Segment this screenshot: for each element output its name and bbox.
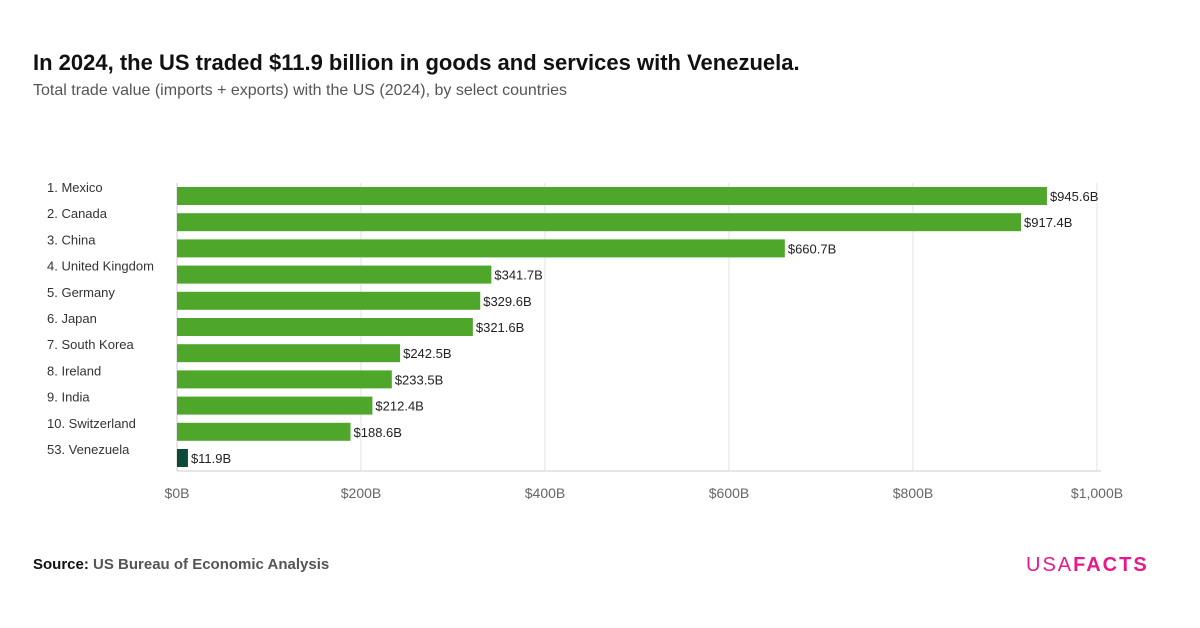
category-label: 6. Japan: [47, 311, 97, 326]
data-label: $11.9B: [191, 451, 231, 466]
bar: [177, 396, 373, 415]
source-text: US Bureau of Economic Analysis: [93, 556, 330, 573]
category-label: 3. China: [47, 232, 96, 247]
logo-part-b: FACTS: [1073, 554, 1149, 576]
data-label: $945.6B: [1050, 189, 1098, 204]
category-label: 1. Mexico: [47, 180, 103, 195]
usafacts-logo: USAFACTS: [1026, 554, 1149, 577]
bar: [177, 239, 785, 258]
category-label: 7. South Korea: [47, 337, 134, 352]
x-tick-label: $800B: [893, 485, 933, 501]
category-label: 8. Ireland: [47, 363, 101, 378]
category-label: 2. Canada: [47, 206, 108, 221]
data-label: $188.6B: [354, 425, 402, 440]
bar: [177, 422, 351, 441]
bar: [177, 291, 481, 310]
data-label: $917.4B: [1024, 215, 1072, 230]
bar: [177, 187, 1047, 205]
category-label: 10. Switzerland: [47, 416, 136, 431]
x-tick-label: $1,000B: [1071, 485, 1123, 501]
x-tick-label: $200B: [341, 485, 381, 501]
data-label: $242.5B: [403, 346, 451, 361]
bar: [177, 344, 401, 363]
bar: [177, 370, 392, 389]
category-label: 53. Venezuela: [47, 442, 130, 457]
chart-title: In 2024, the US traded $11.9 billion in …: [33, 50, 800, 75]
chart-subtitle: Total trade value (imports + exports) wi…: [33, 82, 568, 99]
bar: [177, 213, 1022, 232]
category-label: 5. Germany: [47, 285, 115, 300]
category-label: 4. United Kingdom: [47, 259, 154, 274]
bar: [177, 265, 492, 284]
data-label: $212.4B: [375, 399, 423, 414]
category-label: 9. India: [47, 390, 90, 405]
source-note: Source: US Bureau of Economic Analysis: [33, 556, 329, 573]
bar: [177, 449, 188, 467]
data-label: $329.6B: [483, 294, 531, 309]
logo-part-a: USA: [1026, 554, 1074, 576]
data-label: $341.7B: [494, 268, 542, 283]
x-tick-label: $400B: [525, 485, 565, 501]
x-tick-label: $600B: [709, 485, 749, 501]
data-label: $321.6B: [476, 320, 524, 335]
data-label: $233.5B: [395, 372, 443, 387]
x-tick-label: $0B: [165, 485, 190, 501]
bar: [177, 318, 473, 336]
data-label: $660.7B: [788, 241, 836, 256]
source-label: Source:: [33, 556, 89, 573]
